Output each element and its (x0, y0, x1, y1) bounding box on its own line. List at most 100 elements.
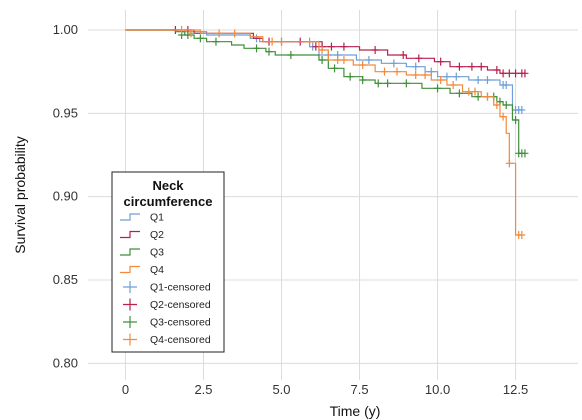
legend-cross-symbol (123, 333, 137, 346)
legend-cross-symbol (123, 316, 137, 328)
x-tick-label: 10.0 (425, 382, 450, 397)
censor-mark-q4 (499, 112, 507, 121)
censor-mark-q2 (468, 62, 476, 71)
censor-mark-q3 (434, 84, 442, 93)
censor-mark-q4 (493, 101, 501, 109)
censor-mark-q3 (253, 44, 261, 53)
censor-mark-q3 (318, 56, 326, 64)
y-tick-label: 0.80 (53, 355, 78, 370)
censor-mark-q3 (287, 51, 295, 59)
censor-mark-q1 (518, 106, 526, 114)
censor-mark-q3 (359, 76, 367, 84)
censor-mark-q4 (483, 92, 491, 101)
y-tick-label: 0.95 (53, 105, 78, 120)
series-q3 (125, 29, 529, 158)
censor-mark-q2 (512, 69, 520, 78)
x-tick-label: 2.5 (194, 382, 212, 397)
censor-mark-q3 (346, 72, 354, 81)
censor-mark-q4 (187, 29, 195, 38)
censor-mark-q4 (393, 67, 401, 76)
censor-mark-q4 (340, 56, 348, 64)
legend-entry: Q1 (120, 212, 164, 224)
censor-mark-q4 (178, 26, 186, 34)
legend-label: Q3-censored (150, 317, 211, 329)
censor-mark-q1 (412, 62, 420, 71)
censor-mark-q2 (499, 69, 507, 78)
legend-label: Q1 (150, 212, 164, 224)
x-tick-label: 7.5 (350, 382, 368, 397)
censor-mark-q3 (402, 79, 410, 88)
x-tick-label: 12.5 (503, 382, 528, 397)
censor-mark-q3 (196, 34, 204, 43)
censor-mark-q4 (518, 231, 526, 239)
series-layer (125, 26, 529, 239)
x-tick-label: 5.0 (272, 382, 290, 397)
censor-mark-q4 (318, 46, 326, 54)
legend-entries: Q1 Q2 Q3 Q4 Q1-censored Q2-censored Q3-censore… (120, 212, 211, 346)
legend-title-line-1: Neck (152, 178, 184, 193)
legend-entry: Q3 (120, 247, 164, 259)
censor-mark-q4 (268, 37, 276, 46)
legend-label: Q3 (150, 247, 164, 259)
censor-mark-q4 (505, 159, 513, 168)
censor-mark-q3 (455, 89, 463, 98)
censor-mark-q1 (483, 76, 491, 84)
y-tick-label: 0.85 (53, 272, 78, 287)
censor-mark-q2 (327, 42, 335, 51)
legend: Neck circumference Q1 Q2 Q3 Q4 Q1-censored Q2… (111, 171, 225, 353)
series-q2 (125, 26, 529, 78)
censor-mark-q2 (437, 57, 445, 66)
legend-label: Q1-censored (150, 282, 211, 294)
y-tick-label: 0.90 (53, 189, 78, 204)
legend-step-symbol (120, 248, 140, 256)
legend-cross-symbol (123, 281, 137, 293)
legend-label: Q4 (150, 264, 164, 276)
legend-step-symbol (120, 265, 140, 274)
y-tick-label: 1.00 (53, 22, 78, 37)
censor-mark-q1 (427, 67, 435, 76)
censor-mark-q1 (452, 72, 460, 81)
censor-mark-q2 (455, 62, 463, 71)
censor-mark-q1 (390, 59, 398, 68)
censor-mark-q1 (365, 56, 373, 64)
censor-mark-q4 (334, 56, 342, 64)
censor-mark-q4 (437, 76, 445, 84)
censor-mark-q1 (443, 72, 451, 81)
legend-entry: Q1-censored (123, 281, 211, 294)
censor-mark-q2 (312, 42, 320, 51)
censor-mark-q3 (384, 79, 392, 88)
censor-mark-q2 (371, 46, 379, 54)
series-line-q4 (125, 29, 522, 236)
x-axis-title: Time (y) (330, 403, 381, 419)
censor-mark-q3 (265, 47, 273, 56)
censor-mark-q2 (493, 66, 501, 74)
legend-cross-symbol (123, 298, 137, 311)
censor-mark-q4 (215, 29, 223, 38)
censor-mark-q3 (502, 101, 510, 109)
censor-mark-q3 (474, 92, 482, 101)
censor-mark-q2 (505, 69, 513, 78)
series-q4 (125, 26, 526, 239)
censor-mark-q3 (496, 97, 504, 106)
censor-mark-q4 (359, 61, 367, 69)
legend-entry: Q4-censored (123, 333, 211, 346)
censor-mark-q4 (465, 87, 473, 96)
censor-mark-q2 (477, 62, 485, 71)
censor-mark-q4 (412, 71, 420, 79)
censor-mark-q4 (306, 37, 314, 46)
legend-step-symbol (120, 230, 140, 239)
legend-step-symbol (120, 213, 140, 221)
censor-mark-q3 (212, 37, 220, 46)
censor-mark-q3 (512, 116, 520, 124)
censor-mark-q4 (449, 81, 457, 89)
legend-title-line-2: circumference (124, 194, 213, 209)
censor-mark-q3 (521, 149, 529, 158)
series-line-q2 (125, 29, 525, 74)
censor-mark-q4 (471, 87, 479, 96)
censor-mark-q4 (278, 37, 286, 46)
legend-entry: Q2-censored (123, 298, 211, 311)
censor-mark-q2 (415, 54, 423, 63)
legend-label: Q4-censored (150, 334, 211, 346)
censor-mark-q3 (374, 79, 382, 88)
